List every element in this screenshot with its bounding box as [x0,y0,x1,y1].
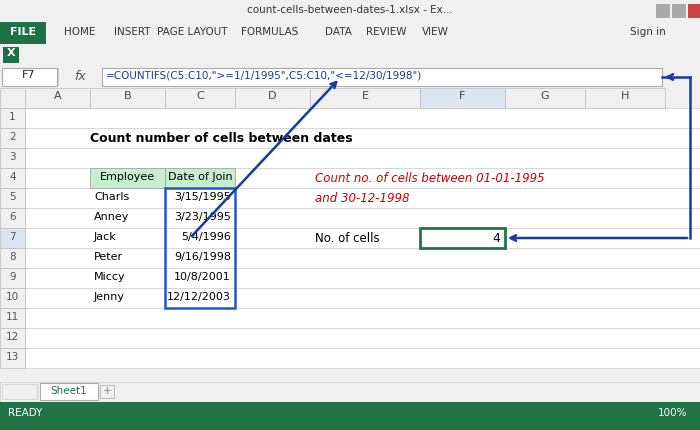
Text: 3: 3 [9,152,16,162]
Text: Anney: Anney [94,212,130,222]
Text: Count number of cells between dates: Count number of cells between dates [90,132,353,145]
Text: Charls: Charls [94,192,130,202]
Text: 11: 11 [6,312,19,322]
Text: HOME: HOME [64,27,96,37]
Text: No. of cells: No. of cells [315,232,379,245]
Text: Peter: Peter [94,252,123,262]
Text: DATA: DATA [325,27,351,37]
Text: and 30-12-1998: and 30-12-1998 [315,192,410,205]
Text: Miccy: Miccy [94,272,125,282]
Text: A: A [54,91,62,101]
Text: 5/4/1996: 5/4/1996 [181,232,231,242]
Text: B: B [124,91,132,101]
Text: PAGE LAYOUT: PAGE LAYOUT [157,27,228,37]
Text: FORMULAS: FORMULAS [241,27,299,37]
Text: 10: 10 [6,292,19,302]
Text: 4: 4 [9,172,16,182]
Text: count-cells-between-dates-1.xlsx - Ex...: count-cells-between-dates-1.xlsx - Ex... [247,5,453,15]
Text: Sign in: Sign in [630,27,666,37]
Text: 9/16/1998: 9/16/1998 [174,252,231,262]
Text: FILE: FILE [10,27,36,37]
Text: 8: 8 [9,252,16,262]
Text: Sheet1: Sheet1 [50,386,88,396]
Text: REVIEW: REVIEW [365,27,406,37]
Text: 7: 7 [9,232,16,242]
Text: 6: 6 [9,212,16,222]
Text: C: C [196,91,204,101]
Text: F7: F7 [22,70,36,80]
Text: Count no. of cells between 01-01-1995: Count no. of cells between 01-01-1995 [315,172,545,185]
Text: +: + [102,386,112,396]
Text: 2: 2 [9,132,16,142]
Text: READY: READY [8,408,43,418]
Text: 4: 4 [492,232,500,245]
Text: 12: 12 [6,332,19,342]
Text: E: E [361,91,368,101]
Text: H: H [621,91,629,101]
Text: 12/12/2003: 12/12/2003 [167,292,231,302]
Text: 13: 13 [6,352,19,362]
Text: 100%: 100% [658,408,687,418]
Text: 3/15/1995: 3/15/1995 [174,192,231,202]
Text: 1: 1 [9,112,16,122]
Text: G: G [540,91,550,101]
Text: Jack: Jack [94,232,117,242]
Text: Jenny: Jenny [94,292,125,302]
Text: 3/23/1995: 3/23/1995 [174,212,231,222]
Text: 10/8/2001: 10/8/2001 [174,272,231,282]
Text: VIEW: VIEW [421,27,449,37]
Text: =COUNTIFS(C5:C10,">=1/1/1995",C5:C10,"<=12/30/1998"): =COUNTIFS(C5:C10,">=1/1/1995",C5:C10,"<=… [106,70,422,80]
Text: fx: fx [74,70,86,83]
Text: X: X [7,48,15,58]
Text: INSERT: INSERT [113,27,150,37]
Text: 5: 5 [9,192,16,202]
Text: Date of Join: Date of Join [168,172,232,182]
Text: F: F [459,91,466,101]
Text: Employee: Employee [100,172,155,182]
Text: 9: 9 [9,272,16,282]
Text: D: D [268,91,277,101]
